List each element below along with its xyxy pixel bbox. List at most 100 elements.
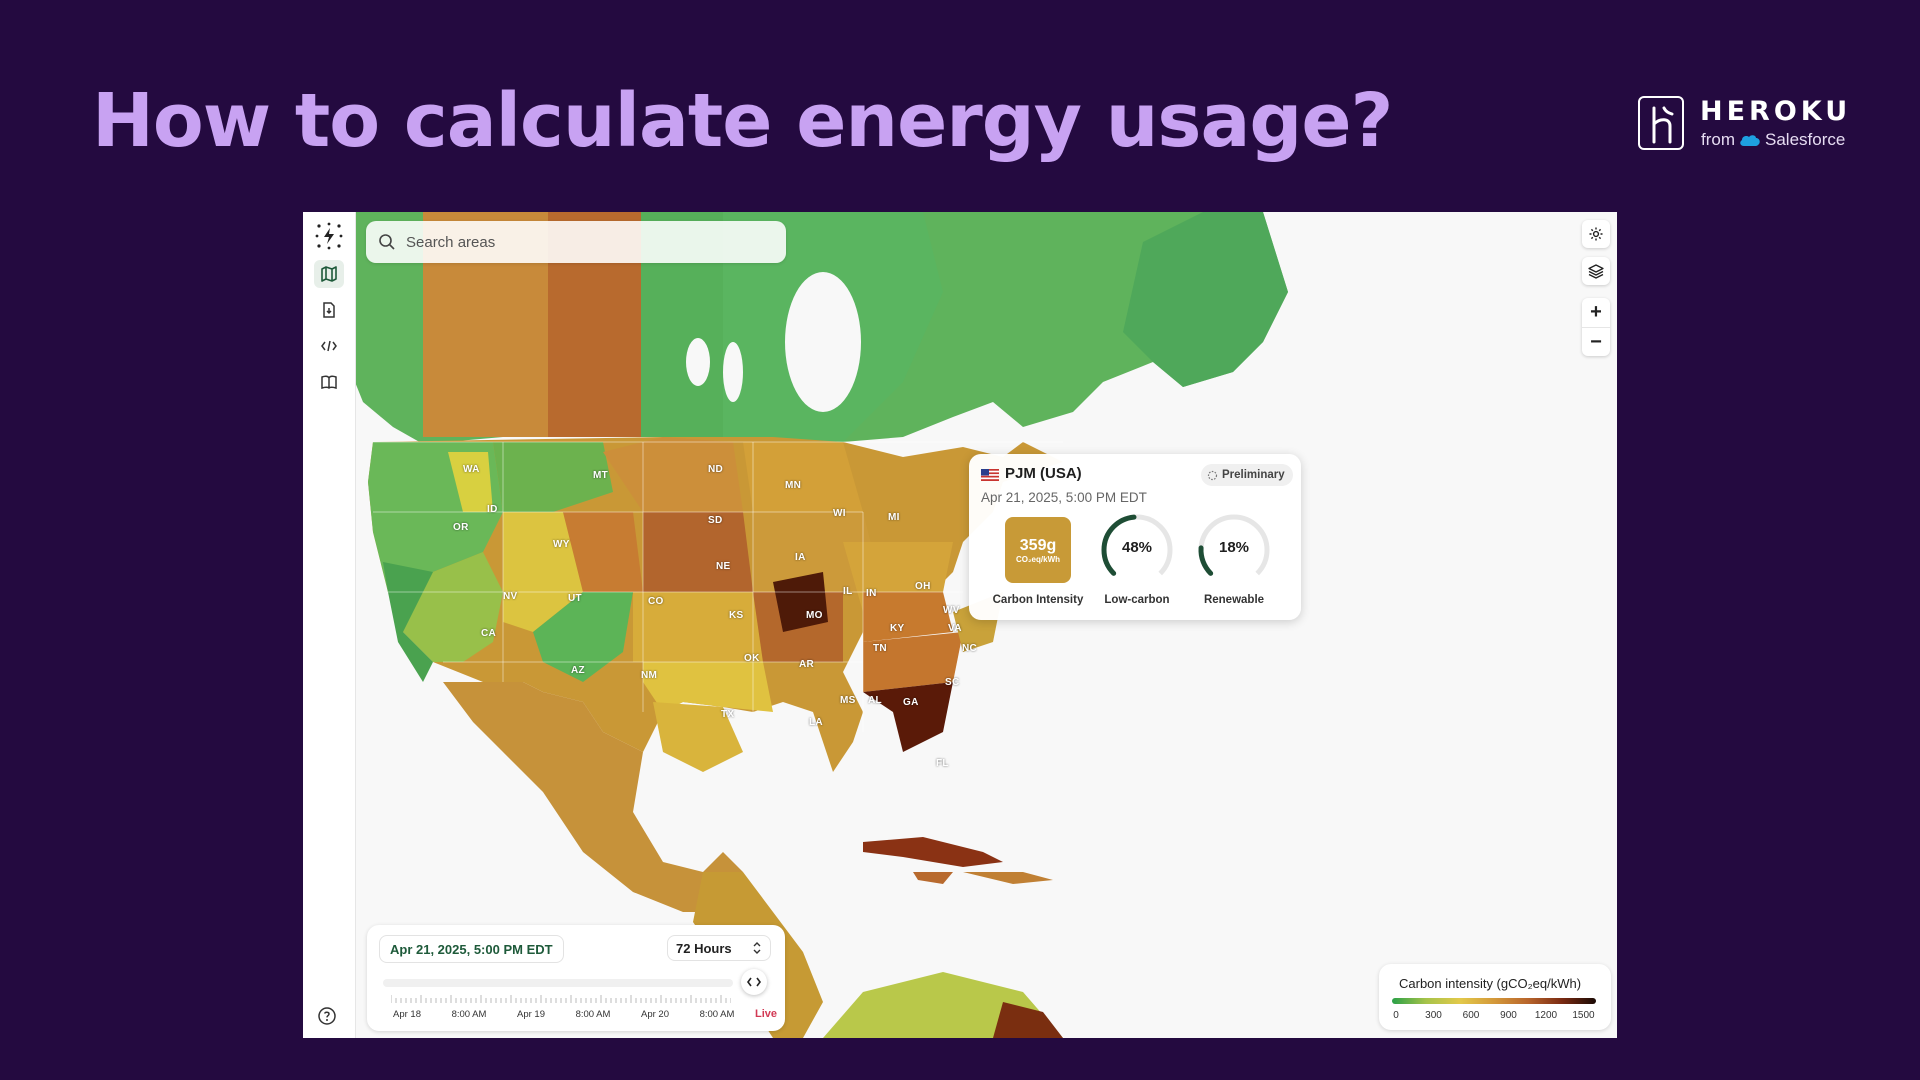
- carbon-intensity-unit: CO₂eq/kWh: [1016, 555, 1060, 564]
- salesforce-cloud-icon: [1740, 135, 1760, 146]
- zone-label-ky[interactable]: KY: [890, 623, 905, 634]
- logo-from: from: [1701, 130, 1735, 149]
- zone-label-tn[interactable]: TN: [873, 643, 887, 654]
- zone-label-nc[interactable]: NC: [962, 643, 978, 654]
- low-carbon-value: 48%: [1121, 539, 1153, 556]
- layers-icon[interactable]: [1582, 257, 1610, 285]
- carbon-intensity-label: Carbon Intensity: [992, 594, 1084, 606]
- carbon-intensity-value: 359g: [1019, 537, 1057, 554]
- low-carbon-label: Low-carbon: [1104, 594, 1170, 606]
- legend-tick-label: 1500: [1572, 1010, 1595, 1021]
- chevron-updown-icon: [753, 942, 761, 954]
- live-indicator[interactable]: Live: [755, 1008, 778, 1020]
- zone-label-az[interactable]: AZ: [571, 665, 585, 676]
- zone-label-nm[interactable]: NM: [641, 670, 658, 681]
- zone-label-ca[interactable]: CA: [481, 628, 497, 639]
- zone-label-ut[interactable]: UT: [568, 593, 582, 604]
- legend-tick-label: 1200: [1534, 1010, 1558, 1021]
- low-carbon-gauge: 48%: [1099, 512, 1175, 588]
- zone-label-in[interactable]: IN: [866, 588, 877, 599]
- preliminary-badge: Preliminary: [1201, 464, 1293, 486]
- badge-label: Preliminary: [1222, 469, 1285, 481]
- zone-label-tx[interactable]: TX: [721, 709, 735, 720]
- logo-salesforce: Salesforce: [1765, 130, 1846, 149]
- zone-label-co[interactable]: CO: [648, 596, 664, 607]
- logo-wordmark: HEROKU: [1700, 96, 1852, 127]
- zone-label-wa[interactable]: WA: [463, 464, 480, 475]
- settings-gear-icon[interactable]: [1582, 220, 1610, 248]
- zone-label-wy[interactable]: WY: [553, 539, 570, 550]
- search-icon: [379, 234, 395, 250]
- renewable-value: 18%: [1218, 539, 1250, 556]
- zone-label-ne[interactable]: NE: [716, 561, 731, 572]
- legend-tick-label: 0: [1393, 1010, 1399, 1021]
- zone-tooltip: PJM (USA) Preliminary Apr 21, 2025, 5:00…: [969, 454, 1301, 620]
- zone-label-ms[interactable]: MS: [840, 695, 856, 706]
- zone-label-nd[interactable]: ND: [708, 464, 724, 475]
- help-circle-icon[interactable]: [316, 1005, 338, 1032]
- time-range-select[interactable]: 72 Hours: [667, 935, 771, 961]
- zone-label-mn[interactable]: MN: [785, 480, 802, 491]
- app-logo-icon[interactable]: [314, 222, 344, 250]
- zone-label-sd[interactable]: SD: [708, 515, 723, 526]
- carbon-intensity-legend: Carbon intensity (gCO₂eq/kWh) 0 300 600 900…: [1379, 964, 1611, 1030]
- legend-tick-label: 300: [1425, 1010, 1442, 1021]
- timeline-tick-label: Apr 19: [517, 1009, 545, 1020]
- zone-label-al[interactable]: AL: [868, 695, 882, 706]
- heroku-logo: HEROKU from Salesforce: [1638, 96, 1848, 154]
- zone-label-mi[interactable]: MI: [888, 512, 900, 523]
- slide-title: How to calculate energy usage?: [92, 78, 1393, 164]
- zone-label-wv[interactable]: WV: [943, 605, 960, 616]
- renewable-gauge: 18%: [1196, 512, 1272, 588]
- electricity-map-app: WA MT ND MN OR ID SD WI MI WY IA NE NV UT CO KS MO IL IN OH…: [303, 212, 1617, 1038]
- timeline-slider-track[interactable]: [383, 979, 733, 987]
- zone-label-ok[interactable]: OK: [744, 653, 760, 664]
- map-icon[interactable]: [314, 260, 344, 288]
- zone-label-oh[interactable]: OH: [915, 581, 931, 592]
- us-flag-icon: [981, 469, 999, 481]
- download-file-icon[interactable]: [314, 296, 344, 324]
- drag-arrows-icon: [747, 977, 761, 987]
- legend-tick-label: 900: [1500, 1010, 1517, 1021]
- timeline-tick-label: 8:00 AM: [575, 1009, 611, 1020]
- dotted-circle-icon: [1207, 470, 1218, 480]
- zone-label-mo[interactable]: MO: [806, 610, 823, 621]
- zoom-in-button[interactable]: +: [1582, 298, 1610, 328]
- zone-label-va[interactable]: VA: [948, 623, 962, 634]
- zone-label-nv[interactable]: NV: [503, 591, 518, 602]
- zone-name: PJM (USA): [1005, 465, 1082, 482]
- zone-label-il[interactable]: IL: [843, 586, 853, 597]
- zone-label-mt[interactable]: MT: [593, 470, 609, 481]
- zone-label-ks[interactable]: KS: [729, 610, 744, 621]
- timeline-ticks: [391, 995, 731, 1003]
- zone-label-ga[interactable]: GA: [903, 697, 919, 708]
- carbon-intensity-map[interactable]: [303, 212, 1617, 1038]
- zone-label-wi[interactable]: WI: [833, 508, 846, 519]
- zone-label-sc[interactable]: SC: [945, 677, 960, 688]
- code-icon[interactable]: [314, 332, 344, 360]
- zone-label-fl[interactable]: FL: [936, 758, 949, 769]
- timeline-slider-handle[interactable]: [741, 969, 767, 995]
- renewable-label: Renewable: [1203, 594, 1265, 606]
- legend-tick-label: 600: [1462, 1010, 1480, 1021]
- timeline-tick-label: 8:00 AM: [699, 1009, 735, 1020]
- left-sidebar: [303, 212, 356, 1038]
- zoom-controls: + −: [1582, 298, 1610, 356]
- legend-color-scale: [1392, 998, 1596, 1004]
- zone-label-or[interactable]: OR: [453, 522, 469, 533]
- book-icon[interactable]: [314, 368, 344, 396]
- timeline-tick-label: Apr 18: [393, 1009, 421, 1020]
- search-input[interactable]: [404, 232, 768, 252]
- search-bar[interactable]: [366, 221, 786, 263]
- logo-subline: from Salesforce: [1701, 130, 1845, 150]
- legend-title: Carbon intensity (gCO₂eq/kWh): [1399, 976, 1582, 991]
- zone-label-la[interactable]: LA: [809, 717, 823, 728]
- timeline-tick-label: 8:00 AM: [451, 1009, 487, 1020]
- zone-label-ia[interactable]: IA: [795, 552, 806, 563]
- time-range-value: 72 Hours: [676, 940, 732, 956]
- zoom-out-button[interactable]: −: [1590, 331, 1602, 353]
- zone-label-ar[interactable]: AR: [799, 659, 815, 670]
- zone-datetime: Apr 21, 2025, 5:00 PM EDT: [981, 490, 1147, 505]
- timeline-date-button[interactable]: Apr 21, 2025, 5:00 PM EDT: [379, 935, 564, 963]
- zone-label-id[interactable]: ID: [487, 504, 498, 515]
